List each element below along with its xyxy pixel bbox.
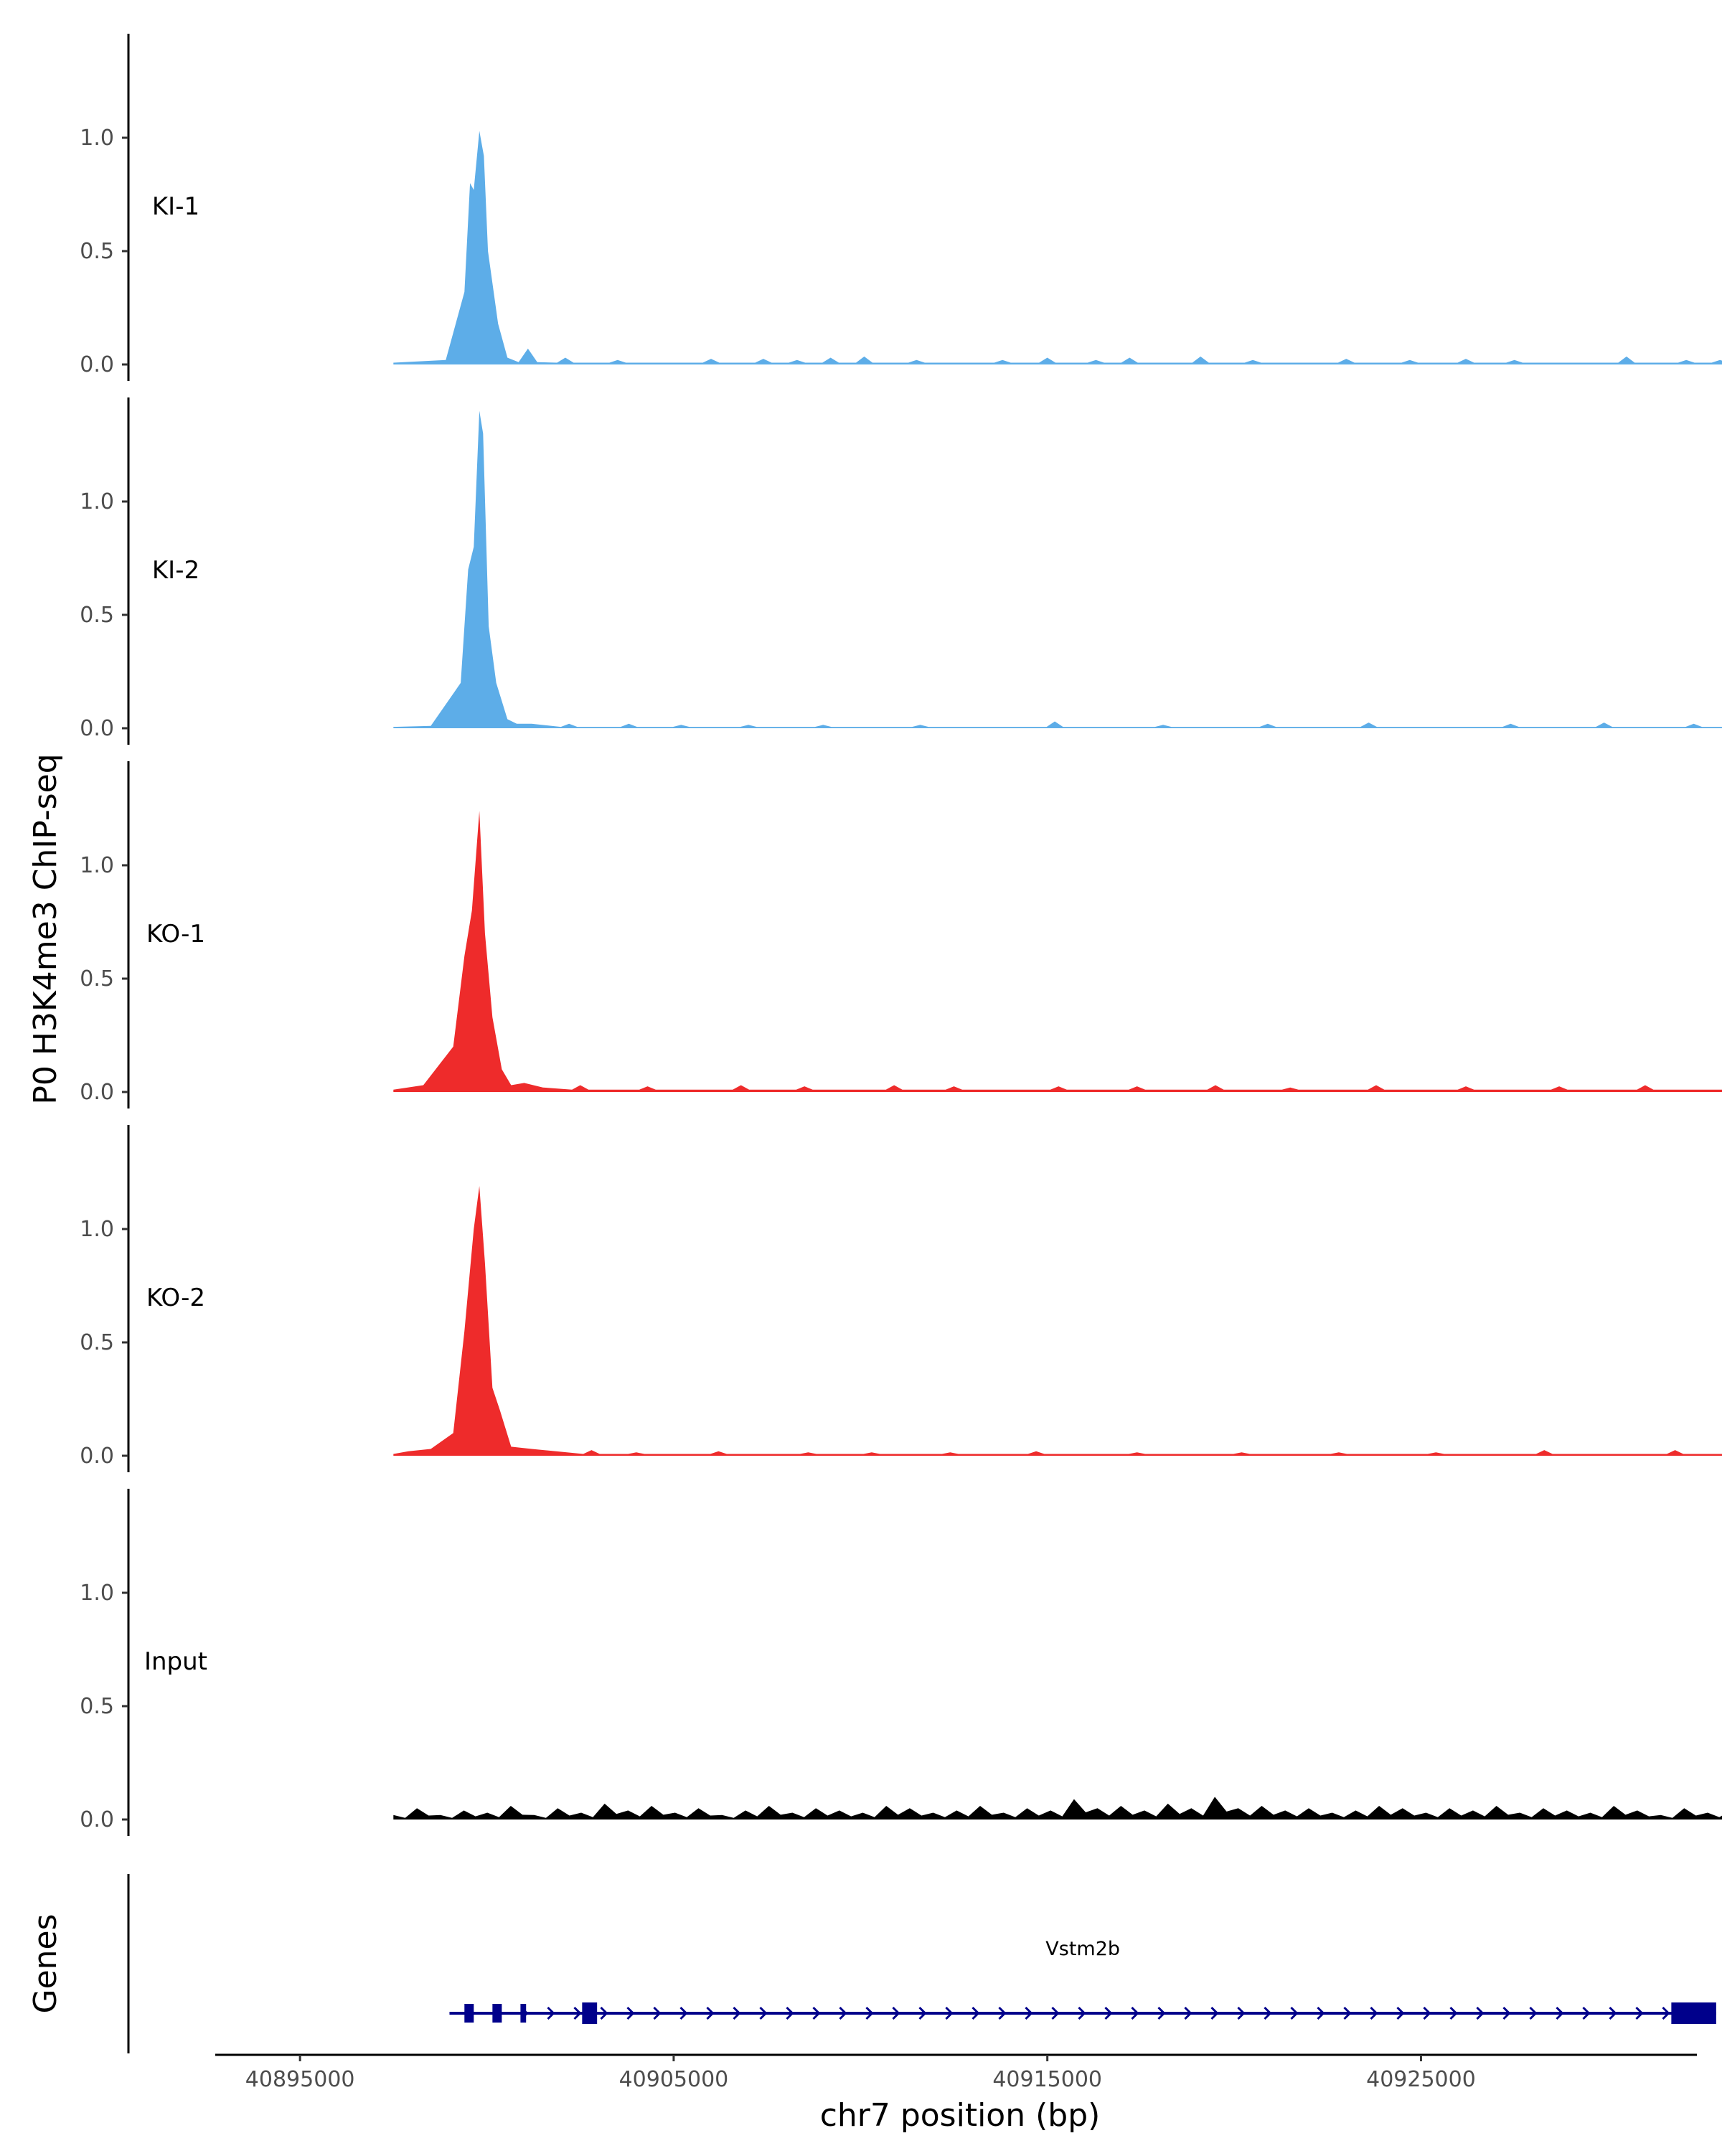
strand-arrow [1635,2006,1644,2020]
strand-arrow [839,2006,847,2020]
strand-arrow [1025,2006,1033,2020]
x-axis: 40895000 40905000 40915000 40925000 [215,2053,1697,2092]
track-input-y-tick-label: 0.0 [80,1807,114,1832]
gene-exon [1671,2002,1716,2024]
track-ko-1: 0.0 0.5 1.0 KO-1 [80,761,1722,1108]
strand-arrow [892,2006,900,2020]
strand-arrow [626,2006,635,2020]
track-input: 0.0 0.5 1.0 Input [80,1489,1722,1836]
track-ki-1: 0.0 0.5 1.0 KI-1 [80,34,1722,381]
strand-arrow [1157,2006,1166,2020]
track-ki-2-y-tick-label: 0.0 [80,716,114,741]
strand-arrow [1370,2006,1378,2020]
track-label: KI-2 [152,556,199,585]
x-tick-label: 40925000 [1366,2067,1476,2092]
x-axis-title: chr7 position (bp) [820,2097,1101,2134]
strand-arrow [653,2006,662,2020]
track-ko-2-signal-area [393,1186,1722,1456]
track-ko-2-y-tick-label: 0.0 [80,1444,114,1469]
track-label: KI-1 [152,192,199,221]
track-input-signal-area [393,1797,1722,1820]
x-tick-label: 40905000 [619,2067,729,2092]
strand-arrow [1449,2006,1458,2020]
strand-arrow [1582,2006,1591,2020]
track-ko-2-y-tick-label: 0.5 [80,1330,114,1355]
strand-arrow [1556,2006,1564,2020]
gene-model [449,2002,1716,2024]
strand-arrow [1502,2006,1511,2020]
track-label: KO-1 [146,920,205,948]
strand-arrow [733,2006,741,2020]
track-ko-1-y-tick-label: 0.5 [80,966,114,992]
track-ki-1-y-tick-label: 0.0 [80,352,114,377]
strand-arrow [1264,2006,1272,2020]
strand-arrow [1476,2006,1485,2020]
track-input-y-tick-label: 0.5 [80,1694,114,1719]
strand-arrow [1609,2006,1617,2020]
strand-arrow [1237,2006,1246,2020]
gene-exon [582,2002,598,2024]
strand-arrow [865,2006,874,2020]
track-ko-2: 0.0 0.5 1.0 KO-2 [80,1125,1722,1472]
x-tick-label: 40895000 [245,2067,355,2092]
strand-arrow [1184,2006,1192,2020]
track-input-y-tick-label: 1.0 [80,1581,114,1606]
strand-arrow [945,2006,954,2020]
track-ko-1-signal-area [393,811,1722,1092]
genes-track: Genes Vstm2b [27,1874,1716,2053]
strand-arrow [998,2006,1007,2020]
strand-arrow [1078,2006,1086,2020]
track-ki-1-y-tick-label: 1.0 [80,126,114,151]
strand-arrow [1317,2006,1325,2020]
strand-arrow [679,2006,688,2020]
strand-arrow [1051,2006,1060,2020]
gene-exon [492,2004,502,2023]
genes-track-title: Genes [27,1913,64,2013]
strand-arrow [547,2006,555,2020]
strand-arrow [1104,2006,1113,2020]
strand-arrow [1396,2006,1405,2020]
strand-arrow [1529,2006,1538,2020]
track-label: KO-2 [146,1284,205,1312]
gene-name-label: Vstm2b [1045,1938,1120,1960]
track-ko-1-y-tick-label: 0.0 [80,1080,114,1105]
strand-arrow [1343,2006,1352,2020]
strand-arrow [812,2006,821,2020]
gene-exon [520,2004,527,2023]
strand-arrow [573,2006,582,2020]
strand-arrow [1131,2006,1139,2020]
track-ki-2-y-tick-label: 0.5 [80,603,114,628]
track-ki-2-signal-area [393,410,1722,728]
strand-arrow [971,2006,980,2020]
track-ko-2-y-tick-label: 1.0 [80,1217,114,1242]
gene-exon [464,2004,474,2023]
strand-arrow [786,2006,794,2020]
track-ki-2-y-tick-label: 1.0 [80,489,114,514]
track-ko-1-y-tick-label: 1.0 [80,853,114,878]
strand-arrow [1290,2006,1299,2020]
y-axis-title: P0 H3K4me3 ChIP-seq [27,753,64,1104]
track-ki-2: 0.0 0.5 1.0 KI-2 [80,397,1722,745]
strand-arrow [1662,2006,1670,2020]
strand-arrow [759,2006,768,2020]
strand-arrow [706,2006,715,2020]
signal-tracks: 0.00.51.0KI-10.00.51.0KI-20.00.51.0KO-10… [80,34,1722,1836]
strand-arrow [1210,2006,1219,2020]
strand-arrow [1423,2006,1431,2020]
track-ki-1-signal-area [393,131,1722,364]
x-tick-label: 40915000 [992,2067,1102,2092]
track-ki-1-y-tick-label: 0.5 [80,239,114,264]
strand-arrow [600,2006,608,2020]
strand-arrow [918,2006,927,2020]
track-label: Input [144,1647,207,1676]
